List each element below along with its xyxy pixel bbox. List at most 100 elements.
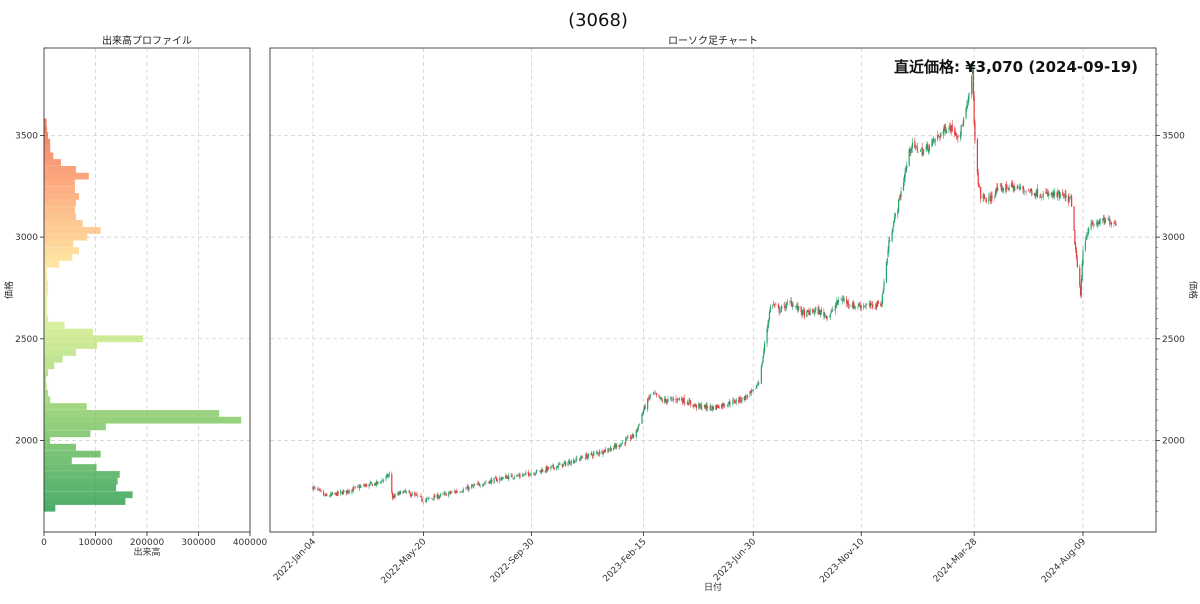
candle-body bbox=[853, 303, 855, 309]
candle-body bbox=[874, 307, 876, 309]
candle-body bbox=[358, 486, 360, 489]
volume-bar bbox=[44, 403, 87, 410]
candle-body bbox=[624, 442, 626, 444]
candle-body bbox=[430, 498, 433, 499]
candle-body bbox=[655, 393, 658, 396]
candle-body bbox=[820, 309, 823, 313]
candle-body bbox=[948, 128, 950, 131]
candle-body bbox=[898, 199, 900, 212]
candle-body bbox=[419, 496, 421, 497]
volume-bar bbox=[44, 355, 63, 363]
candle-body bbox=[768, 311, 771, 320]
candlestick-x-tick-label: 2022-May-20 bbox=[380, 537, 429, 586]
candle-body bbox=[900, 191, 902, 197]
candle-body bbox=[728, 401, 730, 404]
candle-body bbox=[597, 452, 599, 455]
candle-body bbox=[343, 490, 345, 492]
candle-body bbox=[517, 475, 520, 476]
candle-body bbox=[979, 187, 981, 188]
candle-body bbox=[621, 443, 623, 445]
candle-body bbox=[921, 147, 923, 156]
candle-body bbox=[1108, 218, 1110, 221]
candle-body bbox=[400, 491, 402, 493]
candle-body bbox=[951, 124, 953, 131]
candle-body bbox=[484, 482, 486, 484]
candle-body bbox=[803, 310, 806, 318]
candlestick-y-label: 価格 bbox=[1187, 281, 1199, 299]
candle-body bbox=[741, 397, 743, 401]
candle-body bbox=[666, 400, 668, 403]
candle-body bbox=[886, 258, 888, 263]
candle-body bbox=[757, 383, 759, 385]
candle-body bbox=[544, 470, 546, 472]
candle-body bbox=[591, 455, 594, 457]
candle-body bbox=[882, 290, 884, 295]
candle-body bbox=[528, 473, 530, 476]
candle-body bbox=[353, 487, 355, 491]
candle-body bbox=[416, 494, 418, 496]
candle-body bbox=[858, 304, 860, 307]
candle-body bbox=[658, 394, 660, 397]
candlestick-y-tick-label: 3000 bbox=[1162, 233, 1185, 243]
candlestick-x-tick-label: 2022-Sep-30 bbox=[489, 537, 537, 585]
candle-body bbox=[841, 299, 843, 301]
candle-body bbox=[706, 404, 708, 409]
candle-body bbox=[961, 125, 963, 127]
candle-body bbox=[336, 491, 338, 497]
candle-body bbox=[573, 461, 576, 464]
candlestick-y-tick-label: 3500 bbox=[1162, 131, 1185, 141]
candle-body bbox=[996, 187, 998, 191]
candle-body bbox=[898, 197, 901, 200]
candle-body bbox=[535, 470, 537, 473]
candle-body bbox=[652, 393, 654, 394]
candle-body bbox=[635, 430, 637, 437]
candle-body bbox=[842, 298, 844, 301]
candle-body bbox=[1059, 193, 1061, 197]
candle-body bbox=[1093, 224, 1095, 226]
candlestick-series bbox=[312, 64, 1117, 504]
candle-body bbox=[364, 485, 366, 487]
candle-body bbox=[547, 466, 549, 471]
candle-body bbox=[438, 497, 440, 498]
candle-body bbox=[1018, 187, 1020, 189]
candle-body bbox=[569, 464, 572, 465]
candle-body bbox=[1001, 189, 1004, 191]
candle-body bbox=[877, 301, 879, 304]
candle-body bbox=[756, 384, 758, 386]
candle-body bbox=[312, 486, 314, 490]
candle-body bbox=[1035, 194, 1037, 197]
candle-body bbox=[409, 491, 411, 493]
volume-bar bbox=[44, 118, 47, 126]
candle-body bbox=[603, 449, 606, 452]
candle-body bbox=[751, 390, 753, 393]
candle-body bbox=[530, 473, 533, 475]
candle-body bbox=[586, 454, 588, 459]
candle-body bbox=[653, 392, 655, 393]
candle-body bbox=[717, 404, 719, 408]
candle-body bbox=[683, 397, 685, 404]
candle-body bbox=[729, 403, 732, 405]
candle-body bbox=[828, 315, 831, 317]
candle-body bbox=[919, 149, 922, 152]
candle-body bbox=[1025, 191, 1027, 192]
candle-body bbox=[386, 474, 388, 476]
candle-body bbox=[328, 495, 330, 497]
volume-bar bbox=[44, 179, 75, 187]
candle-body bbox=[562, 463, 564, 467]
candle-body bbox=[482, 485, 484, 487]
volume-bar bbox=[44, 145, 51, 153]
volume-bar bbox=[44, 396, 51, 404]
candle-body bbox=[920, 148, 922, 149]
candle-body bbox=[404, 490, 406, 491]
candle-body bbox=[664, 398, 667, 401]
volume-bar bbox=[44, 335, 143, 343]
candle-body bbox=[910, 148, 912, 153]
candle-body bbox=[1042, 193, 1044, 198]
candle-body bbox=[971, 75, 973, 94]
candle-body bbox=[712, 406, 714, 410]
candle-body bbox=[857, 306, 859, 308]
candle-body bbox=[647, 398, 649, 410]
candle-body bbox=[465, 488, 467, 490]
candle-body bbox=[649, 394, 651, 399]
candle-body bbox=[608, 449, 611, 450]
